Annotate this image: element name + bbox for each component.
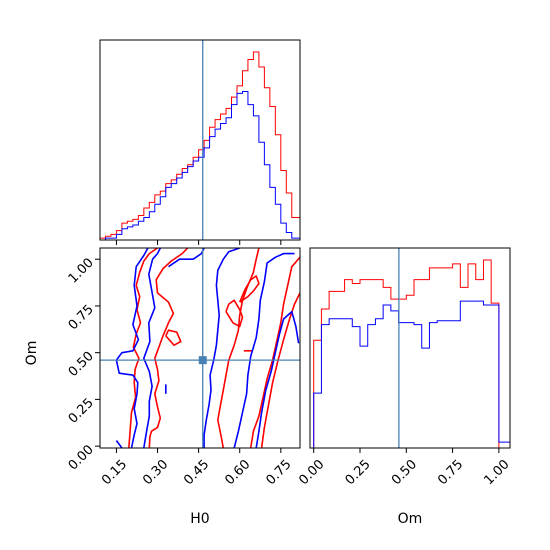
truth-point-marker (198, 356, 207, 365)
contour-line-red (238, 275, 260, 303)
om-axis-label-vertical: Om (24, 341, 40, 366)
contour-line-red (217, 248, 260, 448)
h0-om-y-tick-label: 0.25 (66, 396, 97, 427)
om-histogram-frame (309, 247, 511, 449)
contour-line-red (249, 256, 300, 448)
contour-line-red (148, 248, 189, 448)
om-red-histogram-step (313, 259, 510, 449)
h0-blue-histogram-step (100, 90, 301, 241)
h0-om-x-tick-label: 0.15 (99, 457, 130, 488)
om-blue-histogram-step (313, 300, 511, 448)
contour-line-blue (143, 248, 162, 448)
contour-line-red (128, 248, 158, 448)
h0-om-x-tick-label: 0.75 (263, 457, 294, 488)
h0-om-x-tick-label: 0.60 (222, 457, 253, 488)
contour-line-blue (115, 440, 123, 448)
contour-line-blue (115, 248, 149, 448)
contour-line-red (165, 329, 182, 346)
om-x-tick-label: 1.00 (482, 457, 513, 488)
h0-om-x-tick-label: 0.30 (140, 457, 171, 488)
om-histogram-panel: 0.00 0.25 0.50 0.75 1.00 Om (296, 247, 513, 527)
h0-histogram-frame (99, 39, 301, 241)
h0-om-y-tick-label: 0.75 (66, 302, 97, 333)
contour-line-blue (168, 248, 205, 268)
h0-red-histogram-step (99, 51, 301, 240)
h0-om-y-tick-label: 0.50 (66, 349, 97, 380)
h0-histogram-panel (99, 39, 301, 245)
om-x-tick-label: 0.75 (435, 457, 466, 488)
om-x-ticks: 0.00 0.25 0.50 0.75 1.00 (296, 448, 513, 488)
h0-histogram-series (99, 51, 301, 241)
h0-om-y-tick-label: 0.00 (66, 442, 97, 473)
contour-line-blue (255, 310, 300, 448)
h0-om-contour-panel: 0.15 0.30 0.45 0.60 0.75 0.00 0.25 0.50 0.75 1.0… (24, 247, 301, 527)
contour-line-blue (233, 252, 295, 448)
h0-om-contour-frame (99, 247, 301, 449)
h0-axis-label: H0 (190, 511, 209, 527)
om-x-tick-label: 0.00 (296, 457, 327, 488)
contour-line-red (225, 299, 244, 328)
h0-om-contour-series (115, 248, 300, 448)
h0-om-y-ticks: 0.00 0.25 0.50 0.75 1.00 (66, 255, 100, 473)
om-axis-label: Om (398, 511, 423, 527)
om-histogram-series (313, 259, 511, 449)
h0-om-x-tick-label: 0.45 (181, 457, 212, 488)
h0-om-y-tick-label: 1.00 (66, 255, 97, 286)
h0-om-x-ticks: 0.15 0.30 0.45 0.60 0.75 (99, 448, 295, 488)
contour-line-blue (203, 248, 240, 448)
om-x-tick-label: 0.25 (343, 457, 374, 488)
contour-line-red (260, 292, 300, 448)
h0-histogram-x-ticks (115, 240, 282, 245)
om-x-tick-label: 0.50 (389, 457, 420, 488)
